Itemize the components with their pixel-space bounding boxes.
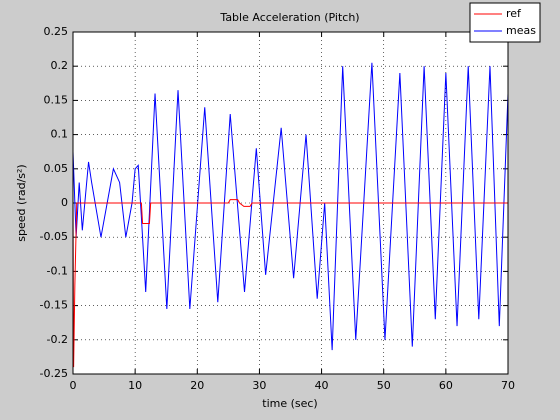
y-tick-label: -0.15	[40, 299, 68, 312]
y-tick-label: 0.15	[44, 93, 69, 106]
x-tick-label: 10	[128, 379, 142, 392]
x-tick-label: 30	[252, 379, 266, 392]
y-tick-label: 0.1	[51, 128, 69, 141]
y-tick-label: 0.05	[44, 162, 69, 175]
axes-frame	[72, 31, 509, 375]
y-axis-label: speed (rad/s²)	[15, 164, 28, 241]
x-tick-label: 50	[377, 379, 391, 392]
legend-label: meas	[506, 24, 536, 37]
x-tick-label: 40	[315, 379, 329, 392]
y-tick-label: -0.25	[40, 367, 68, 380]
y-tick-label: 0	[61, 196, 68, 209]
legend-box	[469, 2, 541, 43]
x-tick-label: 20	[190, 379, 204, 392]
y-tick-label: 0.25	[44, 25, 69, 38]
x-axis-label: time (sec)	[262, 397, 317, 410]
x-tick-label: 70	[501, 379, 515, 392]
y-tick-label: -0.1	[47, 264, 68, 277]
y-tick-label: -0.05	[40, 230, 68, 243]
data-line	[72, 62, 509, 351]
data-line	[72, 199, 508, 368]
y-tick-label: 0.2	[51, 59, 69, 72]
y-tick-label: -0.2	[47, 333, 68, 346]
x-tick-label: 0	[70, 379, 77, 392]
chart-title: Table Acceleration (Pitch)	[219, 11, 359, 24]
x-tick-label: 60	[439, 379, 453, 392]
legend-label: ref	[506, 7, 522, 20]
